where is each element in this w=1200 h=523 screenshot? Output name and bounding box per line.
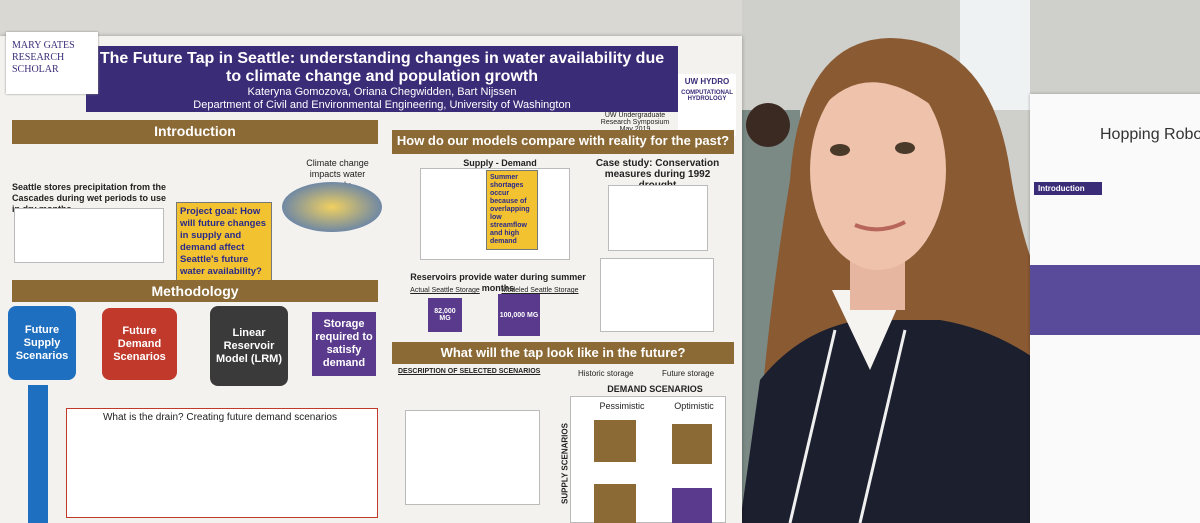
section-heading: Introduction: [12, 120, 378, 144]
legend-historic: Historic storage: [578, 369, 634, 378]
demand-scenarios: DEMAND SCENARIOS: [607, 384, 703, 394]
scenario-cube: [672, 424, 712, 464]
scenario-cube: [594, 484, 636, 523]
fringe: [815, 57, 950, 120]
description: DESCRIPTION OF SELECTED SCENARIOS: [398, 368, 541, 375]
drain-heading: What is the drain? Creating future deman…: [102, 412, 337, 423]
col-optimistic: Optimistic: [674, 401, 714, 411]
logo-name: UW HYDRO: [684, 77, 730, 86]
method-box: Storage required to satisfy demand: [312, 312, 376, 376]
right-poster-title: Hopping Robo: [1100, 126, 1200, 143]
col-pessimistic: Pessimistic: [599, 401, 645, 411]
method-box: Future Supply Scenarios: [8, 306, 76, 380]
eye: [895, 142, 915, 154]
arrow: [28, 385, 48, 523]
section-heading: How do our models compare with reality f…: [392, 130, 734, 154]
project-goal: Project goal: How will future changes in…: [176, 202, 272, 282]
method-box: Future Demand Scenarios: [102, 308, 177, 380]
news-clip: [608, 185, 708, 251]
modeled-label: Modeled Seattle Storage: [501, 287, 579, 294]
shortage-note: Summer shortages occur because of overla…: [486, 170, 538, 250]
face: [810, 70, 946, 270]
actual-label: Actual Seattle Storage: [410, 287, 480, 294]
intro-map: [14, 208, 164, 263]
mouth: [854, 220, 906, 232]
actual-cube: 82,000 MG: [428, 298, 462, 332]
supply-scenarios: SUPPLY SCENARIOS: [560, 423, 570, 504]
logo-subtitle: COMPUTATIONAL HYDROLOGY: [681, 90, 733, 102]
scenario-cube: [672, 488, 712, 523]
modeled-cube: 100,000 MG: [498, 294, 540, 336]
symposium: UW Undergraduate Research Symposium May …: [600, 112, 670, 133]
reservoir-note: Reservoirs provide water during summer m…: [410, 272, 586, 293]
right-poster-figure: [1030, 265, 1200, 335]
lanyard: [788, 329, 907, 523]
demand-panel: [66, 408, 378, 518]
globe-map: [282, 182, 382, 232]
legend-future: Future storage: [662, 369, 715, 378]
storage-plot: [600, 258, 714, 332]
logo: UW HYDRO COMPUTATIONAL HYDROLOGY: [678, 74, 736, 136]
background-head: [746, 103, 790, 147]
right-poster-heading: Introduction: [1034, 182, 1102, 195]
section-heading: What will the tap look like in the futur…: [392, 342, 734, 364]
poster-header: The Future Tap in Seattle: understanding…: [86, 46, 678, 112]
scenario-cube: [594, 420, 636, 462]
scenario-plot: [405, 410, 540, 505]
badge: MARY GATES RESEARCH SCHOLAR: [6, 32, 98, 94]
plot-title: Supply - Demand: [463, 158, 537, 168]
right-poster: Hopping Robo Introduction: [1030, 94, 1200, 523]
affiliation: Department of Civil and Environmental En…: [193, 99, 571, 111]
eye: [830, 144, 850, 156]
method-box: Linear Reservoir Model (LRM): [210, 306, 288, 386]
poster-title: The Future Tap in Seattle: understanding…: [99, 50, 665, 85]
authors: Kateryna Gomozova, Oriana Chegwidden, Ba…: [247, 86, 517, 98]
section-heading: Methodology: [12, 280, 378, 302]
